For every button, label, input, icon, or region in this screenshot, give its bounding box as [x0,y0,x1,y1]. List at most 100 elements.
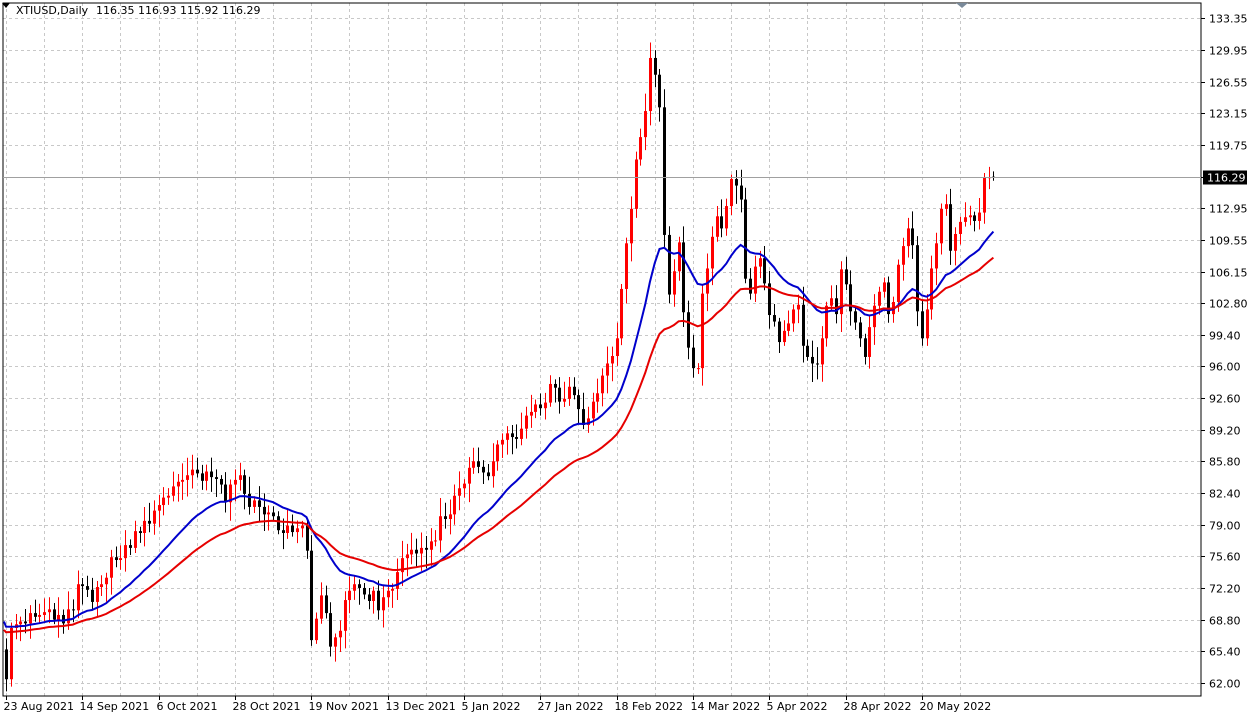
candle [91,577,94,611]
candle-body [334,637,337,647]
candle [902,237,905,281]
candle-body [348,590,351,601]
candle-body [749,278,752,294]
candle [43,598,46,622]
candle-body [969,215,972,218]
candle [315,612,318,644]
candle-body [887,282,890,315]
x-tick-label: 6 Oct 2021 [157,700,218,713]
candle [267,505,270,531]
candle [377,580,380,620]
candle-body [43,612,46,615]
candle [344,591,347,649]
candle-body [24,621,27,624]
candle [339,620,342,653]
candle-body [930,268,933,310]
candle [463,479,466,498]
candle [620,283,623,346]
x-tick-label: 13 Dec 2021 [386,700,456,713]
candle [325,585,328,619]
candle-body [668,234,671,295]
candle [67,591,70,630]
y-tick-label: 82.40 [1209,488,1241,501]
candle [606,346,609,394]
candle-body [396,572,399,589]
candle-body [720,216,723,229]
candle [215,469,218,497]
candle-body [840,269,843,315]
candle [587,406,590,433]
candle-body [48,609,51,613]
candle-body [487,472,490,477]
candle-body [34,613,37,617]
candle-body [167,495,170,498]
time-axis[interactable]: 23 Aug 2021 14 Sep 2021 6 Oct 2021 28 Oct 2… [4,696,992,713]
candle-body [468,467,471,484]
menu-triangle-icon[interactable] [2,3,10,8]
candle [430,528,433,566]
candle [544,392,547,420]
candle-body [744,199,747,279]
candle-body [596,393,599,402]
candle-body [845,269,848,285]
candle-body [158,505,161,511]
candle-body [282,530,285,533]
candle-body [525,415,528,429]
candle [496,440,499,471]
candle-body [825,305,828,339]
candle-body [210,471,213,478]
x-tick-label: 14 Mar 2022 [691,700,761,713]
candle-body [911,228,914,246]
candle [835,285,838,324]
candle-body [382,597,385,611]
candle-body [730,179,733,207]
candle-body [816,363,819,365]
candle-body [716,216,719,237]
candle [949,188,952,265]
candle [143,507,146,547]
price-axis[interactable]: 133.35129.95126.55123.15119.75116.35112.… [1201,13,1248,691]
candle [396,558,399,601]
ma-line-50 [3,230,995,628]
candle-body [868,327,871,357]
candle [167,488,170,505]
chart-shift-icon[interactable] [956,3,968,8]
candle [539,393,542,416]
candle-body [224,484,227,503]
candle-body [945,204,948,209]
candle [358,579,361,605]
candle [840,261,843,332]
candle [158,494,161,527]
candle-body [320,595,323,619]
candle [487,464,490,481]
candle [105,572,108,602]
candle [201,464,204,490]
y-tick-label: 85.80 [1209,456,1241,469]
candles [5,42,995,692]
candle-body [625,243,628,289]
candle [420,532,423,571]
candle [663,89,666,248]
candle [930,255,933,320]
candle-body [630,208,633,244]
candle [205,464,208,491]
candle-body [186,475,189,480]
candle-body [67,609,70,624]
candle-body [897,264,900,302]
candle [678,236,681,281]
candle [983,173,986,224]
plot-frame [2,2,1202,697]
candle-body [220,478,223,485]
candle [334,633,337,662]
candle [286,509,289,539]
candle-body [573,386,576,396]
candle-body [515,437,518,439]
candle-body [253,500,256,507]
candle-body [310,550,313,641]
candle-body [358,584,361,588]
candle-body [329,613,332,647]
candle-body [420,547,423,554]
candle-body [544,402,547,409]
